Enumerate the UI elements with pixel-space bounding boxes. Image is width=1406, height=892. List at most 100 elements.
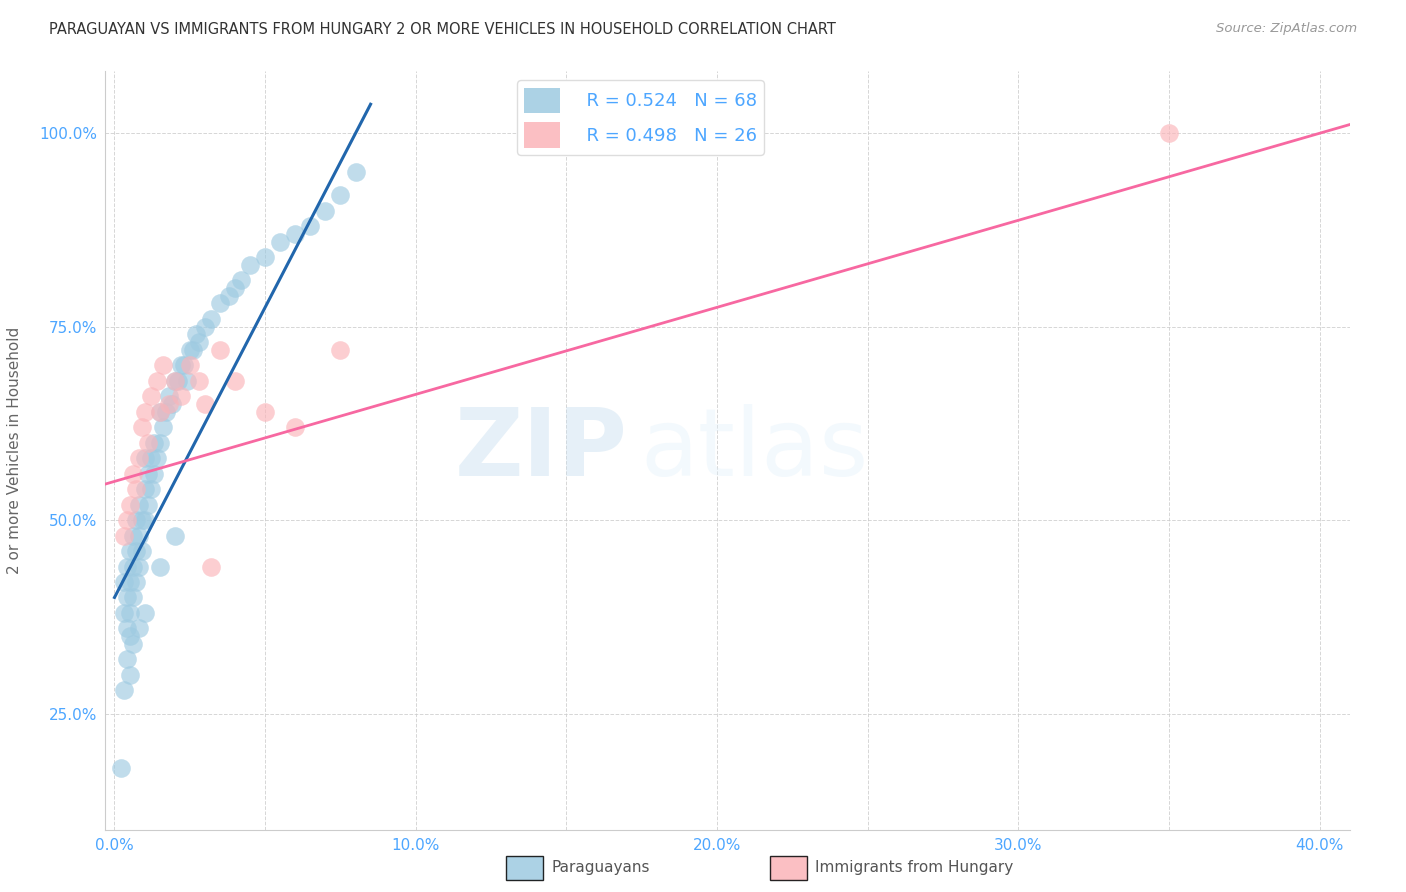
Point <box>110 761 132 775</box>
Point <box>149 435 172 450</box>
Point <box>121 559 143 574</box>
Point <box>131 420 153 434</box>
Text: Source: ZipAtlas.com: Source: ZipAtlas.com <box>1216 22 1357 36</box>
Point <box>128 528 150 542</box>
Point <box>166 374 188 388</box>
Point <box>115 652 138 666</box>
Point <box>131 513 153 527</box>
Point <box>128 621 150 635</box>
Point <box>179 343 201 357</box>
Point <box>208 343 231 357</box>
Point <box>112 683 135 698</box>
Point <box>134 451 156 466</box>
Point <box>136 435 159 450</box>
Point <box>254 250 277 264</box>
Point <box>157 397 180 411</box>
Text: PARAGUAYAN VS IMMIGRANTS FROM HUNGARY 2 OR MORE VEHICLES IN HOUSEHOLD CORRELATIO: PARAGUAYAN VS IMMIGRANTS FROM HUNGARY 2 … <box>49 22 837 37</box>
Point <box>218 289 240 303</box>
Point <box>200 312 222 326</box>
Point <box>284 420 307 434</box>
Point <box>142 467 165 481</box>
Point <box>139 482 162 496</box>
Point <box>284 227 307 241</box>
Point <box>121 467 143 481</box>
Point <box>163 528 186 542</box>
Point <box>224 281 246 295</box>
Point <box>128 498 150 512</box>
Point <box>128 559 150 574</box>
Point <box>299 219 322 233</box>
Point <box>121 637 143 651</box>
Text: ZIP: ZIP <box>456 404 628 497</box>
Point <box>200 559 222 574</box>
Point <box>187 374 209 388</box>
Point <box>181 343 204 357</box>
Point <box>124 513 146 527</box>
Point <box>134 513 156 527</box>
Point <box>329 188 352 202</box>
Point <box>118 544 141 558</box>
Point <box>142 435 165 450</box>
Point <box>152 359 174 373</box>
Point <box>124 544 146 558</box>
Text: Paraguayans: Paraguayans <box>551 861 650 875</box>
Point <box>179 359 201 373</box>
Point <box>121 528 143 542</box>
Point <box>128 451 150 466</box>
Point <box>136 467 159 481</box>
Point <box>118 629 141 643</box>
Point <box>163 374 186 388</box>
Point <box>134 606 156 620</box>
Point <box>115 591 138 605</box>
Point <box>115 559 138 574</box>
Point <box>121 591 143 605</box>
Point <box>118 668 141 682</box>
Legend:   R = 0.524   N = 68,   R = 0.498   N = 26: R = 0.524 N = 68, R = 0.498 N = 26 <box>517 80 763 155</box>
Point <box>134 482 156 496</box>
Point <box>194 397 217 411</box>
Point <box>124 482 146 496</box>
Point <box>139 389 162 403</box>
Point <box>208 296 231 310</box>
Point <box>139 451 162 466</box>
Point <box>329 343 352 357</box>
Point <box>1157 126 1180 140</box>
Point <box>145 374 167 388</box>
Point <box>131 544 153 558</box>
Point <box>170 389 193 403</box>
Point <box>149 559 172 574</box>
Point <box>173 359 195 373</box>
Point <box>160 397 183 411</box>
Point <box>344 165 367 179</box>
Point <box>239 258 262 272</box>
Y-axis label: 2 or more Vehicles in Household: 2 or more Vehicles in Household <box>7 326 22 574</box>
Point <box>163 374 186 388</box>
Point <box>149 405 172 419</box>
Point <box>112 574 135 589</box>
Point <box>145 451 167 466</box>
Point <box>187 335 209 350</box>
Point <box>157 389 180 403</box>
Point <box>254 405 277 419</box>
Point <box>176 374 198 388</box>
Point <box>155 405 177 419</box>
Point <box>134 405 156 419</box>
Point <box>229 273 252 287</box>
Point <box>124 574 146 589</box>
Point <box>115 621 138 635</box>
Point <box>269 235 291 249</box>
Point <box>184 327 207 342</box>
Point <box>118 574 141 589</box>
Point <box>170 359 193 373</box>
Point <box>194 319 217 334</box>
Point <box>152 420 174 434</box>
Text: atlas: atlas <box>641 404 869 497</box>
Point <box>112 528 135 542</box>
Point <box>149 405 172 419</box>
Point <box>118 606 141 620</box>
Point <box>136 498 159 512</box>
Point <box>115 513 138 527</box>
Point <box>118 498 141 512</box>
Point <box>112 606 135 620</box>
Text: Immigrants from Hungary: Immigrants from Hungary <box>815 861 1014 875</box>
